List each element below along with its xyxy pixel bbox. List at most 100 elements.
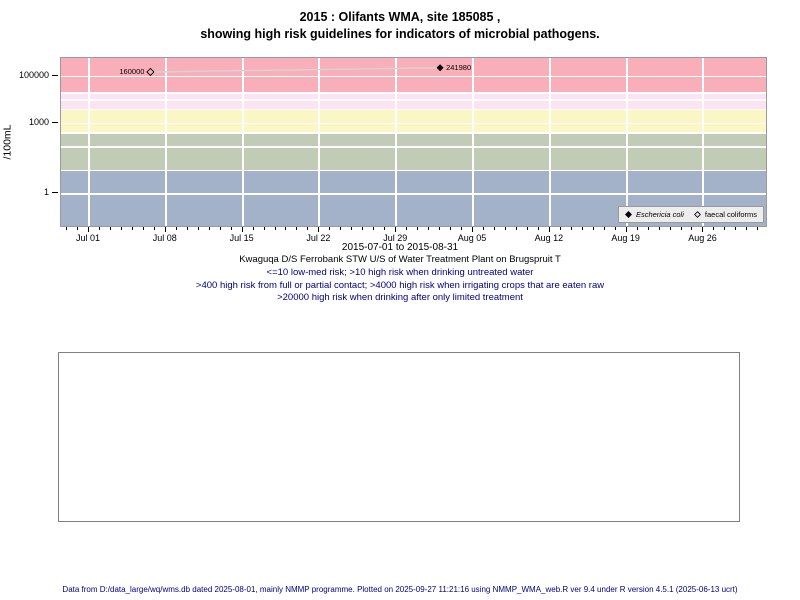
chart-title-line1: 2015 : Olifants WMA, site 185085 , bbox=[299, 10, 501, 24]
x-minor-tick bbox=[175, 227, 177, 230]
x-minor-tick bbox=[417, 227, 419, 230]
vertical-gridline bbox=[702, 58, 705, 226]
x-major-tick bbox=[625, 227, 627, 232]
data-point-open-diamond bbox=[146, 67, 155, 77]
x-minor-tick bbox=[351, 227, 353, 230]
x-tick-label: Aug 12 bbox=[534, 233, 564, 243]
x-major-tick bbox=[395, 227, 397, 232]
x-minor-tick bbox=[406, 227, 408, 230]
x-minor-tick bbox=[647, 227, 649, 230]
y-axis-label: /100mL bbox=[2, 124, 14, 160]
vertical-gridline bbox=[548, 58, 551, 226]
y-tick bbox=[52, 122, 58, 124]
horizontal-gridline bbox=[61, 99, 766, 101]
x-major-tick bbox=[241, 227, 243, 232]
x-minor-tick bbox=[263, 227, 265, 230]
x-minor-tick bbox=[131, 227, 133, 230]
horizontal-gridline bbox=[61, 92, 766, 94]
x-tick-label: Jul 08 bbox=[152, 233, 177, 243]
x-minor-tick bbox=[362, 227, 364, 230]
x-minor-tick bbox=[197, 227, 199, 230]
data-point-filled-diamond bbox=[436, 64, 444, 72]
x-minor-tick bbox=[77, 227, 78, 230]
x-tick-label: Jul 15 bbox=[229, 233, 254, 243]
x-tick-label: Aug 05 bbox=[457, 233, 487, 243]
x-minor-tick bbox=[691, 227, 693, 230]
risk-band bbox=[61, 132, 766, 171]
vertical-gridline bbox=[395, 58, 398, 226]
chart-title-line2: showing high risk guidelines for indicat… bbox=[200, 27, 600, 41]
x-minor-tick bbox=[98, 227, 100, 230]
x-minor-tick bbox=[329, 227, 331, 230]
y-tick-label: 100000 bbox=[18, 70, 49, 81]
data-point-label: 160000 bbox=[119, 66, 145, 76]
x-minor-tick bbox=[373, 227, 375, 230]
vertical-gridline bbox=[625, 58, 628, 226]
plot-area: Eschericia coli faecal coliforms 241980 1… bbox=[60, 57, 767, 227]
x-minor-tick bbox=[559, 227, 561, 230]
x-minor-tick bbox=[384, 227, 386, 230]
vertical-gridline bbox=[472, 58, 475, 226]
chart-title: 2015 : Olifants WMA, site 185085 , showi… bbox=[0, 9, 800, 43]
legend: Eschericia coli faecal coliforms bbox=[617, 206, 764, 223]
x-minor-tick bbox=[208, 227, 210, 230]
y-tick-label: 1 bbox=[43, 187, 49, 198]
x-minor-tick bbox=[603, 227, 605, 230]
x-minor-tick bbox=[109, 227, 111, 230]
x-tick-label: Jul 29 bbox=[383, 233, 408, 243]
x-minor-tick bbox=[658, 227, 660, 230]
footer-note: Data from D:/data_large/wq/wms.db dated … bbox=[62, 585, 738, 594]
guideline-text-1: <=10 low-med risk; >10 high risk when dr… bbox=[266, 266, 534, 278]
horizontal-gridline bbox=[61, 169, 766, 172]
caption-block: Kwaguqa D/S Ferrobank STW U/S of Water T… bbox=[0, 254, 800, 305]
vertical-gridline bbox=[164, 58, 167, 226]
horizontal-gridline bbox=[61, 122, 766, 125]
x-minor-tick bbox=[735, 227, 737, 230]
legend-item-faecal-coliforms: faecal coliforms bbox=[693, 210, 757, 219]
x-tick-label: Jul 22 bbox=[306, 233, 331, 243]
x-minor-tick bbox=[66, 227, 68, 230]
y-tick bbox=[52, 75, 58, 77]
x-minor-tick bbox=[724, 227, 726, 230]
horizontal-gridline bbox=[61, 108, 766, 111]
guideline-text-2: >400 high risk from full or partial cont… bbox=[195, 279, 605, 291]
risk-band bbox=[61, 93, 766, 110]
horizontal-gridline bbox=[61, 146, 766, 148]
x-minor-tick bbox=[285, 227, 287, 230]
legend-label-faecal-coliforms: faecal coliforms bbox=[704, 210, 757, 219]
x-minor-tick bbox=[142, 227, 144, 230]
x-minor-tick bbox=[153, 227, 155, 230]
x-minor-tick bbox=[636, 227, 638, 230]
x-minor-tick bbox=[439, 227, 441, 230]
x-minor-tick bbox=[230, 227, 232, 230]
horizontal-gridline bbox=[61, 193, 766, 195]
x-axis-title: 2015-07-01 to 2015-08-31 bbox=[341, 242, 459, 253]
x-minor-tick bbox=[219, 227, 221, 230]
open-diamond-icon bbox=[693, 211, 701, 218]
x-tick-label: Aug 26 bbox=[688, 233, 717, 243]
x-minor-tick bbox=[570, 227, 572, 230]
x-minor-tick bbox=[526, 227, 528, 230]
x-minor-tick bbox=[614, 227, 616, 230]
legend-item-escherichia-coli: Eschericia coli bbox=[624, 210, 684, 219]
x-minor-tick bbox=[504, 227, 506, 230]
x-minor-tick bbox=[493, 227, 495, 230]
legend-label-escherichia-coli: Eschericia coli bbox=[635, 210, 684, 219]
x-minor-tick bbox=[450, 227, 452, 230]
x-minor-tick bbox=[340, 227, 342, 230]
x-major-tick bbox=[87, 227, 89, 232]
x-tick-label: Jul 01 bbox=[75, 233, 100, 243]
x-minor-tick bbox=[515, 227, 517, 230]
x-tick-label: Aug 19 bbox=[611, 233, 640, 243]
y-tick-label: 1000 bbox=[28, 117, 49, 128]
x-minor-tick bbox=[757, 227, 759, 230]
x-minor-tick bbox=[186, 227, 188, 230]
x-minor-tick bbox=[592, 227, 594, 230]
x-major-tick bbox=[318, 227, 320, 232]
data-overlay bbox=[146, 64, 444, 77]
y-tick bbox=[52, 192, 58, 194]
x-minor-tick bbox=[669, 227, 671, 230]
x-minor-tick bbox=[461, 227, 463, 230]
x-major-tick bbox=[164, 227, 166, 232]
x-minor-tick bbox=[120, 227, 122, 230]
